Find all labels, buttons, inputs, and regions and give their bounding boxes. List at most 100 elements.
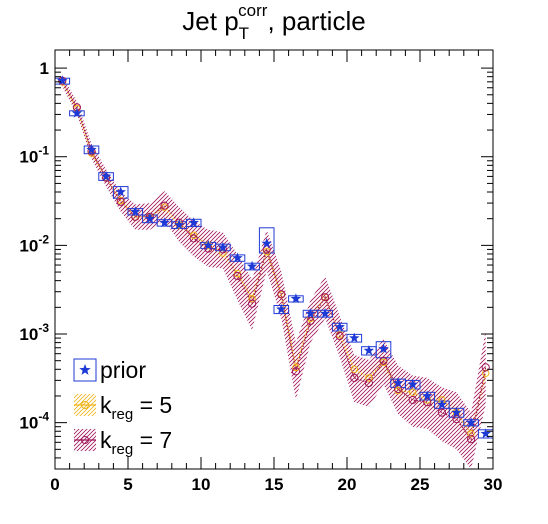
y-tick-base: 10 <box>19 236 38 255</box>
prior-point <box>378 343 389 354</box>
prior-point <box>349 332 360 343</box>
prior-point <box>100 170 112 181</box>
y-tick-label: 10-4 <box>19 410 49 433</box>
x-tick-label: 15 <box>265 475 284 494</box>
y-tick-label: 10-2 <box>19 232 49 255</box>
kreg5-point <box>467 430 475 438</box>
prior-point <box>115 186 126 197</box>
legend-label-k5: kreg = 5 <box>100 392 172 423</box>
legend-label-tail: = 7 <box>133 427 172 453</box>
kreg7-line <box>61 80 487 441</box>
prior-point <box>407 378 418 389</box>
legend-label-k7: kreg = 7 <box>100 427 172 458</box>
legend-label-base: k <box>100 427 112 453</box>
kreg7-point <box>116 197 125 206</box>
kreg7-point <box>306 317 315 326</box>
prior-point <box>57 75 68 86</box>
prior-point <box>392 377 404 388</box>
legend-label-sub: reg <box>112 406 134 423</box>
prior-point <box>465 417 477 428</box>
kreg7-point <box>233 272 242 281</box>
legend-label-sub: reg <box>112 441 134 458</box>
chart-title: Jet pTcorr, particle <box>182 1 365 43</box>
y-tick-exponent: -3 <box>38 321 49 335</box>
prior-point <box>203 239 214 250</box>
prior-point <box>451 407 462 417</box>
kreg7-point <box>277 290 286 299</box>
kreg7-point <box>481 363 490 372</box>
x-tick-label: 0 <box>50 475 59 494</box>
kreg5-point <box>219 249 227 257</box>
kreg7-point <box>394 384 403 394</box>
legend-k5-marker <box>81 401 89 409</box>
y-tick-exponent: -4 <box>38 410 49 424</box>
kreg7-point <box>364 378 373 388</box>
x-tick-label: 25 <box>411 475 430 494</box>
legend-prior-box <box>73 358 97 382</box>
prior-point <box>290 293 302 304</box>
legend-label-tail: = 5 <box>133 392 172 418</box>
x-tick-label: 10 <box>192 475 211 494</box>
kreg7-point <box>423 398 432 407</box>
prior-point <box>232 252 243 263</box>
kreg7-point <box>437 408 446 417</box>
prior-point <box>261 238 272 248</box>
kreg5-point <box>190 231 198 240</box>
prior-point <box>305 308 316 318</box>
x-tick-label: 30 <box>484 475 503 494</box>
prior-point <box>363 345 375 355</box>
y-tick-base: 10 <box>19 148 38 167</box>
kreg7-point <box>189 234 198 243</box>
prior-point <box>71 107 83 118</box>
prior-point <box>334 321 345 332</box>
title-base: Jet p <box>182 6 238 36</box>
prior-point <box>276 303 287 314</box>
legend-prior-marker <box>79 364 91 375</box>
data-markers <box>57 75 491 444</box>
legend-k7-marker <box>81 436 89 444</box>
kreg7-point <box>467 435 476 444</box>
y-tick-base: 10 <box>19 414 38 433</box>
kreg7-point <box>379 356 388 365</box>
kreg5-point <box>248 295 256 303</box>
kreg5-point <box>350 365 358 373</box>
kreg7-point <box>160 201 169 210</box>
kreg7-point <box>408 395 417 405</box>
prior-point <box>319 308 331 318</box>
title-sub: T <box>239 24 249 43</box>
x-tick-label: 20 <box>338 475 357 494</box>
y-tick-exponent: -2 <box>38 232 49 246</box>
prior-point <box>436 399 448 409</box>
kreg7-point <box>452 414 461 424</box>
prior-point <box>159 217 170 228</box>
legend-label-base: k <box>100 392 112 418</box>
prior-point <box>173 219 185 230</box>
x-tick-label: 5 <box>123 475 132 494</box>
prior-point <box>144 213 156 224</box>
y-tick-base: 1 <box>40 59 49 78</box>
y-tick-base: 10 <box>19 325 38 344</box>
prior-point <box>246 260 258 271</box>
y-tick-label: 1 <box>40 59 49 78</box>
title-tail: , particle <box>267 6 365 36</box>
y-tick-label: 10-3 <box>19 321 49 344</box>
kreg5-point <box>482 369 490 377</box>
title-sup: corr <box>238 1 268 20</box>
kreg5-point <box>409 388 417 396</box>
prior-point <box>130 206 141 217</box>
kreg7-point <box>335 331 344 341</box>
kreg7-point <box>350 373 359 382</box>
prior-point <box>480 428 491 439</box>
prior-point <box>217 241 229 252</box>
prior-point <box>188 217 199 228</box>
y-tick-exponent: -1 <box>38 144 49 158</box>
prior-point <box>422 390 433 401</box>
kreg7-point <box>321 293 330 302</box>
kreg5-point <box>365 374 373 382</box>
prior-box <box>375 341 392 359</box>
kreg7-point <box>248 299 257 308</box>
y-tick-label: 10-1 <box>19 144 49 167</box>
